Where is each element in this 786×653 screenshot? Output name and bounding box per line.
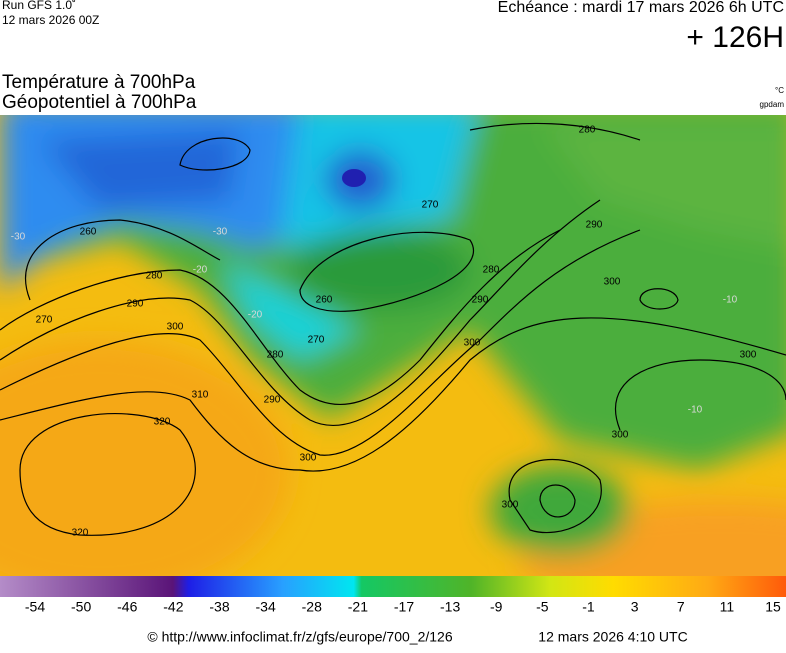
colorbar <box>0 576 786 597</box>
contour-label: 260 <box>80 227 97 238</box>
colorbar-label: 7 <box>677 599 685 615</box>
colorbar-label: -21 <box>348 599 368 615</box>
contour-label: 320 <box>72 528 89 539</box>
geopotential-contours <box>0 122 786 536</box>
colorbar-label: -50 <box>71 599 91 615</box>
contour-label: 280 <box>267 350 284 361</box>
temperature-label: -20 <box>248 310 263 321</box>
colorbar-label: 15 <box>765 599 781 615</box>
colorbar-label: 11 <box>720 599 735 615</box>
colorbar-label: -34 <box>256 599 276 615</box>
contour-label: 300 <box>167 322 184 333</box>
contour-label: 290 <box>586 220 603 231</box>
colorbar-label: -54 <box>25 599 45 615</box>
contour-label: 270 <box>422 200 439 211</box>
temperature-label: -20 <box>193 265 208 276</box>
contour-label: 300 <box>604 277 621 288</box>
contour-label: 290 <box>127 299 144 310</box>
title-geopotential: Géopotentiel à 700hPa <box>2 92 197 113</box>
contour-label: 280 <box>146 271 163 282</box>
temperature-label: -10 <box>688 405 703 416</box>
title-temperature: Température à 700hPa <box>2 72 196 93</box>
map-area <box>0 115 786 576</box>
colorbar-label: -28 <box>302 599 322 615</box>
contour-label: 260 <box>316 295 333 306</box>
colorbar-label: -17 <box>394 599 414 615</box>
colorbar-label: -1 <box>582 599 595 615</box>
colorbar-label: -13 <box>440 599 460 615</box>
lead-time: + 126H <box>686 21 784 54</box>
valid-time: Echéance : mardi 17 mars 2026 6h UTC <box>498 0 784 16</box>
contour-label: 300 <box>740 350 757 361</box>
colorbar-label: -5 <box>536 599 549 615</box>
contour-label: 270 <box>308 335 325 346</box>
contour-label: 300 <box>502 500 519 511</box>
contour-label: 270 <box>36 315 53 326</box>
contour-label: 280 <box>483 265 500 276</box>
temperature-label: -30 <box>11 232 26 243</box>
contour-label: 310 <box>192 390 209 401</box>
contour-label: 300 <box>464 338 481 349</box>
contour-label: 300 <box>612 430 629 441</box>
unit-geopotential: gpdam <box>760 100 785 109</box>
colorbar-label: -38 <box>209 599 229 615</box>
run-date: 12 mars 2026 00Z <box>2 13 99 27</box>
colorbar-label: -42 <box>163 599 183 615</box>
colorbar-label: 3 <box>631 599 639 615</box>
contour-label: 320 <box>154 417 171 428</box>
contour-label: 290 <box>264 395 281 406</box>
footer-date: 12 mars 2026 4:10 UTC <box>538 629 687 645</box>
contour-label: 280 <box>579 125 596 136</box>
colorbar-label: -46 <box>117 599 137 615</box>
contour-label: 300 <box>300 453 317 464</box>
temperature-label: -30 <box>213 227 228 238</box>
unit-temperature: °C <box>775 86 784 95</box>
contour-label: 290 <box>472 295 489 306</box>
colorbar-label: -9 <box>490 599 503 615</box>
model-run: Run GFS 1.0˚ <box>2 0 76 12</box>
footer-url: © http://www.infoclimat.fr/z/gfs/europe/… <box>147 629 452 645</box>
temperature-label: -10 <box>723 295 738 306</box>
